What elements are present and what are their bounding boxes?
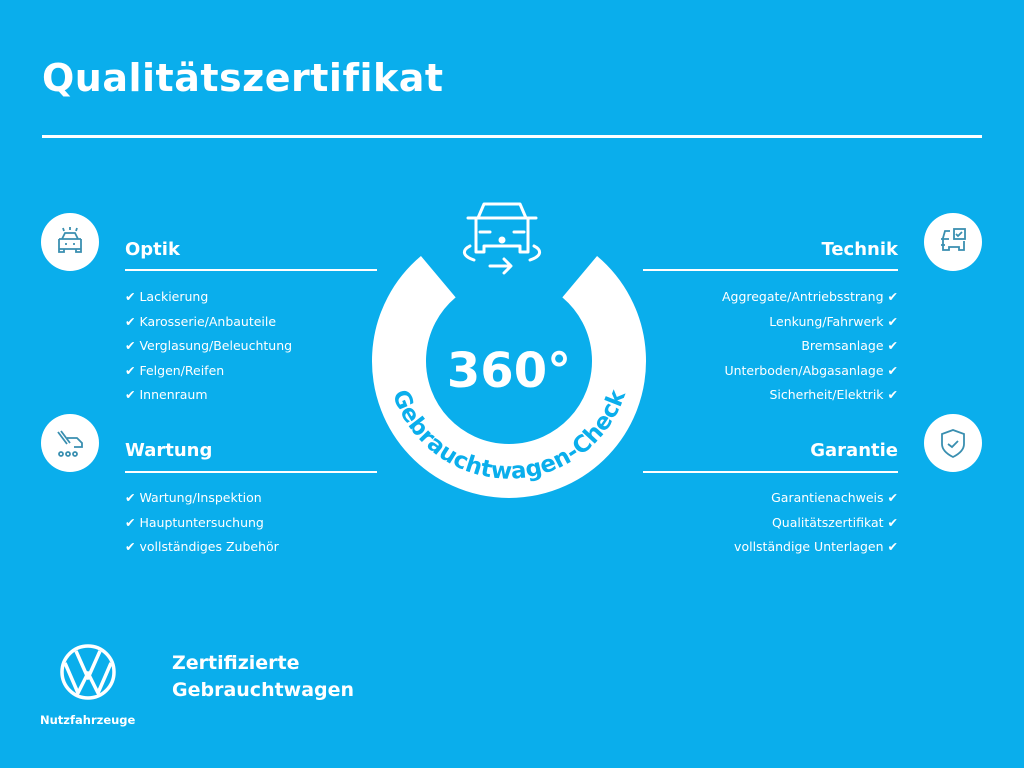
check-icon: ✔ <box>125 539 136 554</box>
item-label: Sicherheit/Elektrik <box>769 387 884 402</box>
check-icon: ✔ <box>125 514 136 530</box>
section-heading-garantie: Garantie <box>810 440 898 461</box>
list-item: ✔ Lackierung <box>125 285 385 310</box>
section-heading-technik: Technik <box>821 239 898 260</box>
footer-title: Zertifizierte Gebrauchtwagen <box>172 650 354 704</box>
section-heading-optik: Optik <box>125 239 180 260</box>
check-icon: ✔ <box>125 338 136 353</box>
list-item: Bremsanlage ✔ <box>638 334 898 359</box>
list-item: Lenkung/Fahrwerk ✔ <box>638 310 898 335</box>
item-label: Innenraum <box>139 387 208 402</box>
list-item: Sicherheit/Elektrik ✔ <box>638 383 898 408</box>
item-label: vollständiges Zubehör <box>139 539 279 554</box>
list-item: ✔ Innenraum <box>125 383 385 408</box>
check-icon: ✔ <box>887 362 898 378</box>
check-icon: ✔ <box>125 362 136 378</box>
garantie-divider <box>643 471 898 473</box>
list-item: vollständige Unterlagen ✔ <box>638 535 898 560</box>
badge-number: 360° <box>447 343 571 399</box>
item-label: Garantienachweis <box>771 490 884 505</box>
check-icon: ✔ <box>887 514 898 530</box>
page-title: Qualitätszertifikat <box>42 56 444 100</box>
car-360-rotate-icon <box>463 202 541 275</box>
badge-ring <box>372 256 646 498</box>
item-label: Hauptuntersuchung <box>139 514 264 530</box>
brand-name: Nutzfahrzeuge <box>40 713 136 727</box>
list-item: Qualitätszertifikat ✔ <box>638 511 898 536</box>
list-item: Garantienachweis ✔ <box>638 486 898 511</box>
footer-line-2: Gebrauchtwagen <box>172 679 355 701</box>
garantie-list: Garantienachweis ✔ Qualitätszertifikat ✔… <box>638 486 898 560</box>
item-label: Qualitätszertifikat <box>771 514 884 530</box>
list-item: ✔ Hauptuntersuchung <box>125 511 385 536</box>
item-label: vollständige Unterlagen <box>734 539 884 554</box>
wartung-divider <box>125 471 377 473</box>
check-icon: ✔ <box>125 387 136 402</box>
item-label: Karosserie/Anbauteile <box>139 313 277 329</box>
check-icon: ✔ <box>887 387 898 402</box>
title-divider <box>42 135 982 138</box>
check-icon: ✔ <box>125 313 136 329</box>
car-checklist-icon <box>924 213 982 271</box>
check-icon: ✔ <box>125 289 136 304</box>
check-icon: ✔ <box>887 338 898 353</box>
list-item: ✔ Wartung/Inspektion <box>125 486 385 511</box>
check-icon: ✔ <box>887 289 898 304</box>
list-item: ✔ Verglasung/Beleuchtung <box>125 334 385 359</box>
technik-divider <box>643 269 898 271</box>
check-icon: ✔ <box>887 539 898 554</box>
check-icon: ✔ <box>125 490 136 505</box>
check-icon: ✔ <box>887 490 898 505</box>
item-label: Wartung/Inspektion <box>139 490 262 505</box>
list-item: Aggregate/Antriebsstrang ✔ <box>638 285 898 310</box>
optik-divider <box>125 269 377 271</box>
check-icon: ✔ <box>887 313 898 329</box>
list-item: ✔ Karosserie/Anbauteile <box>125 310 385 335</box>
section-heading-wartung: Wartung <box>125 440 213 461</box>
list-item: ✔ vollständiges Zubehör <box>125 535 385 560</box>
optik-list: ✔ Lackierung ✔ Karosserie/Anbauteile ✔ V… <box>125 285 385 408</box>
item-label: Verglasung/Beleuchtung <box>139 338 293 353</box>
technik-list: Aggregate/Antriebsstrang ✔ Lenkung/Fahrw… <box>638 285 898 408</box>
list-item: ✔ Felgen/Reifen <box>125 359 385 384</box>
item-label: Bremsanlage <box>801 338 884 353</box>
list-item: Unterboden/Abgasanlage ✔ <box>638 359 898 384</box>
vw-logo <box>60 644 116 700</box>
service-tools-icon <box>41 414 99 472</box>
footer-line-1: Zertifizierte <box>172 652 300 674</box>
item-label: Lenkung/Fahrwerk <box>769 313 884 329</box>
item-label: Lackierung <box>139 289 209 304</box>
car-lights-icon <box>41 213 99 271</box>
item-label: Aggregate/Antriebsstrang <box>721 289 884 304</box>
item-label: Felgen/Reifen <box>139 362 225 378</box>
wartung-list: ✔ Wartung/Inspektion ✔ Hauptuntersuchung… <box>125 486 385 560</box>
shield-check-icon <box>924 414 982 472</box>
item-label: Unterboden/Abgasanlage <box>724 362 884 378</box>
